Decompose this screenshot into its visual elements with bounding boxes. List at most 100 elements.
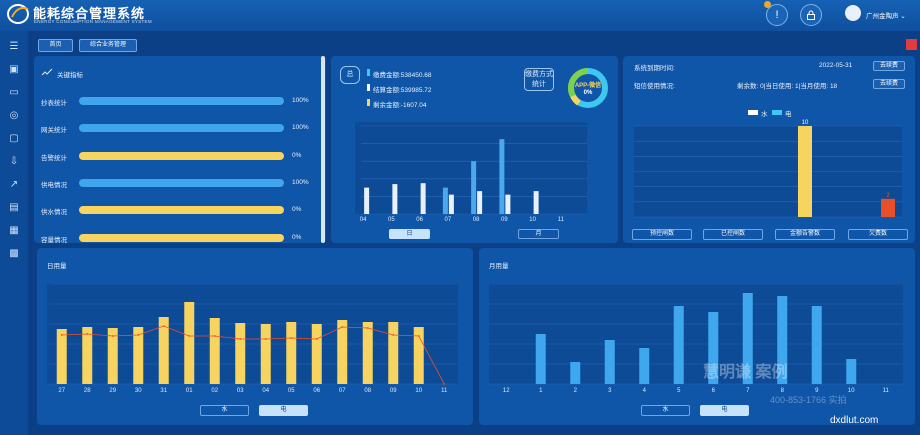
daily-trend-point[interactable] (188, 335, 191, 337)
daily-water-tab[interactable]: 水 (200, 405, 249, 416)
daily-trend-point[interactable] (417, 335, 420, 337)
money-icon[interactable]: ◎ (9, 110, 19, 121)
indicator-bar (79, 206, 284, 215)
grid-icon[interactable]: ▦ (9, 225, 19, 236)
x-tick-label: 01 (186, 388, 193, 394)
panel-scrollbar[interactable] (321, 56, 325, 243)
daily-trend-point[interactable] (341, 326, 344, 328)
month-tab[interactable]: 月 (518, 229, 559, 239)
daily-bar[interactable] (209, 318, 220, 384)
daily-bar[interactable] (260, 324, 271, 384)
top-bar: 能耗综合管理系统 ENERGY CONSUMPTION MANAGEMENT S… (0, 0, 920, 31)
daily-trend-point[interactable] (239, 338, 242, 340)
home-tab[interactable]: 首页 (38, 39, 73, 52)
daily-bar[interactable] (133, 327, 144, 384)
daily-bar[interactable] (286, 322, 297, 384)
daily-bar[interactable] (311, 324, 322, 384)
avatar[interactable] (845, 5, 861, 21)
monthly-chart-area (489, 283, 903, 384)
monthly-bar[interactable] (535, 334, 546, 384)
download-icon[interactable]: ⇩ (9, 156, 19, 167)
total-tag: 总 (340, 66, 360, 84)
daily-trend-point[interactable] (290, 337, 293, 339)
monthly-bar[interactable] (604, 340, 615, 384)
controlled-button[interactable]: 已控闸数 (703, 229, 763, 240)
monthly-bar[interactable] (570, 362, 581, 384)
daily-trend-point[interactable] (443, 383, 446, 385)
pre-control-button[interactable]: 预控闸数 (632, 229, 692, 240)
lock-icon[interactable] (800, 4, 822, 26)
daily-trend-point[interactable] (213, 335, 216, 337)
alarm-bar[interactable] (798, 126, 812, 217)
payment-bar[interactable] (477, 191, 483, 214)
renew-expire-button[interactable]: 去续费 (873, 61, 905, 71)
payment-bar[interactable] (420, 183, 426, 214)
daily-bar[interactable] (56, 329, 67, 384)
daily-bar[interactable] (235, 323, 246, 384)
daily-bar[interactable] (413, 327, 424, 384)
indicator-label: 容量情况 (41, 236, 67, 244)
alarm-bar[interactable] (881, 198, 895, 217)
daily-bar[interactable] (158, 317, 169, 384)
trend-chart-icon[interactable]: ↗ (9, 179, 19, 190)
payment-legend-swatch (367, 99, 370, 106)
watermark-site: dxdlut.com (830, 415, 879, 426)
payment-bar[interactable] (471, 161, 477, 214)
payment-bar[interactable] (448, 194, 454, 214)
x-tick-label: 08 (364, 388, 371, 394)
daily-trend-point[interactable] (60, 334, 63, 336)
arrears-button[interactable]: 欠费数 (848, 229, 908, 240)
daily-bar[interactable] (107, 328, 118, 384)
daily-chart: 27 28 29 30 31 01 02 03 04 05 06 07 08 09 10 11 (49, 283, 457, 394)
payment-bar[interactable] (505, 194, 511, 214)
menu-list-icon[interactable]: ☰ (9, 41, 19, 52)
daily-trend-point[interactable] (315, 338, 318, 340)
daily-trend-point[interactable] (392, 334, 395, 336)
gallery-icon[interactable]: ▩ (9, 248, 19, 259)
monthly-water-tab[interactable]: 水 (641, 405, 690, 416)
daily-bar[interactable] (388, 322, 399, 384)
daily-trend-point[interactable] (366, 327, 369, 329)
renew-sms-button[interactable]: 去续费 (873, 79, 905, 89)
monthly-bar[interactable] (777, 296, 788, 384)
image-icon[interactable]: ▣ (9, 64, 19, 75)
daily-trend-point[interactable] (162, 325, 165, 327)
x-tick-label: 30 (135, 388, 142, 394)
daily-bar[interactable] (82, 327, 93, 384)
day-tab[interactable]: 日 (389, 229, 430, 239)
report-icon[interactable]: ▤ (9, 202, 19, 213)
monthly-bar[interactable] (639, 348, 650, 384)
daily-bar[interactable] (362, 322, 373, 384)
payment-bar[interactable] (533, 191, 539, 214)
daily-trend-point[interactable] (137, 334, 140, 336)
monitor-icon[interactable]: ▢ (9, 133, 19, 144)
daily-bar[interactable] (184, 302, 195, 384)
payment-bar[interactable] (364, 187, 370, 214)
monthly-bar[interactable] (846, 359, 857, 384)
close-tab-button[interactable] (906, 39, 917, 50)
x-tick-label: 05 (288, 388, 295, 394)
payment-bar[interactable] (392, 184, 398, 214)
monthly-bar[interactable] (673, 306, 684, 384)
payment-bar[interactable] (499, 139, 505, 214)
key-indicator-title: 关键指标 (57, 72, 83, 79)
monthly-bar[interactable] (708, 312, 719, 384)
folder-icon[interactable]: ▭ (9, 87, 19, 98)
monthly-bar[interactable] (742, 293, 753, 384)
payment-bar[interactable] (442, 187, 448, 214)
x-tick-label: 2 (574, 388, 578, 394)
x-tick-label: 07 (339, 388, 346, 394)
alert-icon[interactable]: ! (766, 4, 788, 26)
user-name[interactable]: 广州金陶声 ⌄ (866, 13, 906, 20)
amount-alarm-button[interactable]: 金额告警数 (775, 229, 835, 240)
indicator-bar (79, 178, 284, 187)
daily-trend-point[interactable] (264, 338, 267, 340)
x-tick-label: 05 (388, 217, 395, 223)
daily-trend-point[interactable] (86, 333, 89, 335)
daily-power-tab[interactable]: 电 (259, 405, 308, 416)
monthly-power-tab[interactable]: 电 (700, 405, 749, 416)
daily-trend-point[interactable] (111, 335, 114, 337)
business-tab[interactable]: 综合业务管理 (79, 39, 137, 52)
daily-bar[interactable] (337, 320, 348, 384)
monthly-bar[interactable] (811, 306, 822, 384)
